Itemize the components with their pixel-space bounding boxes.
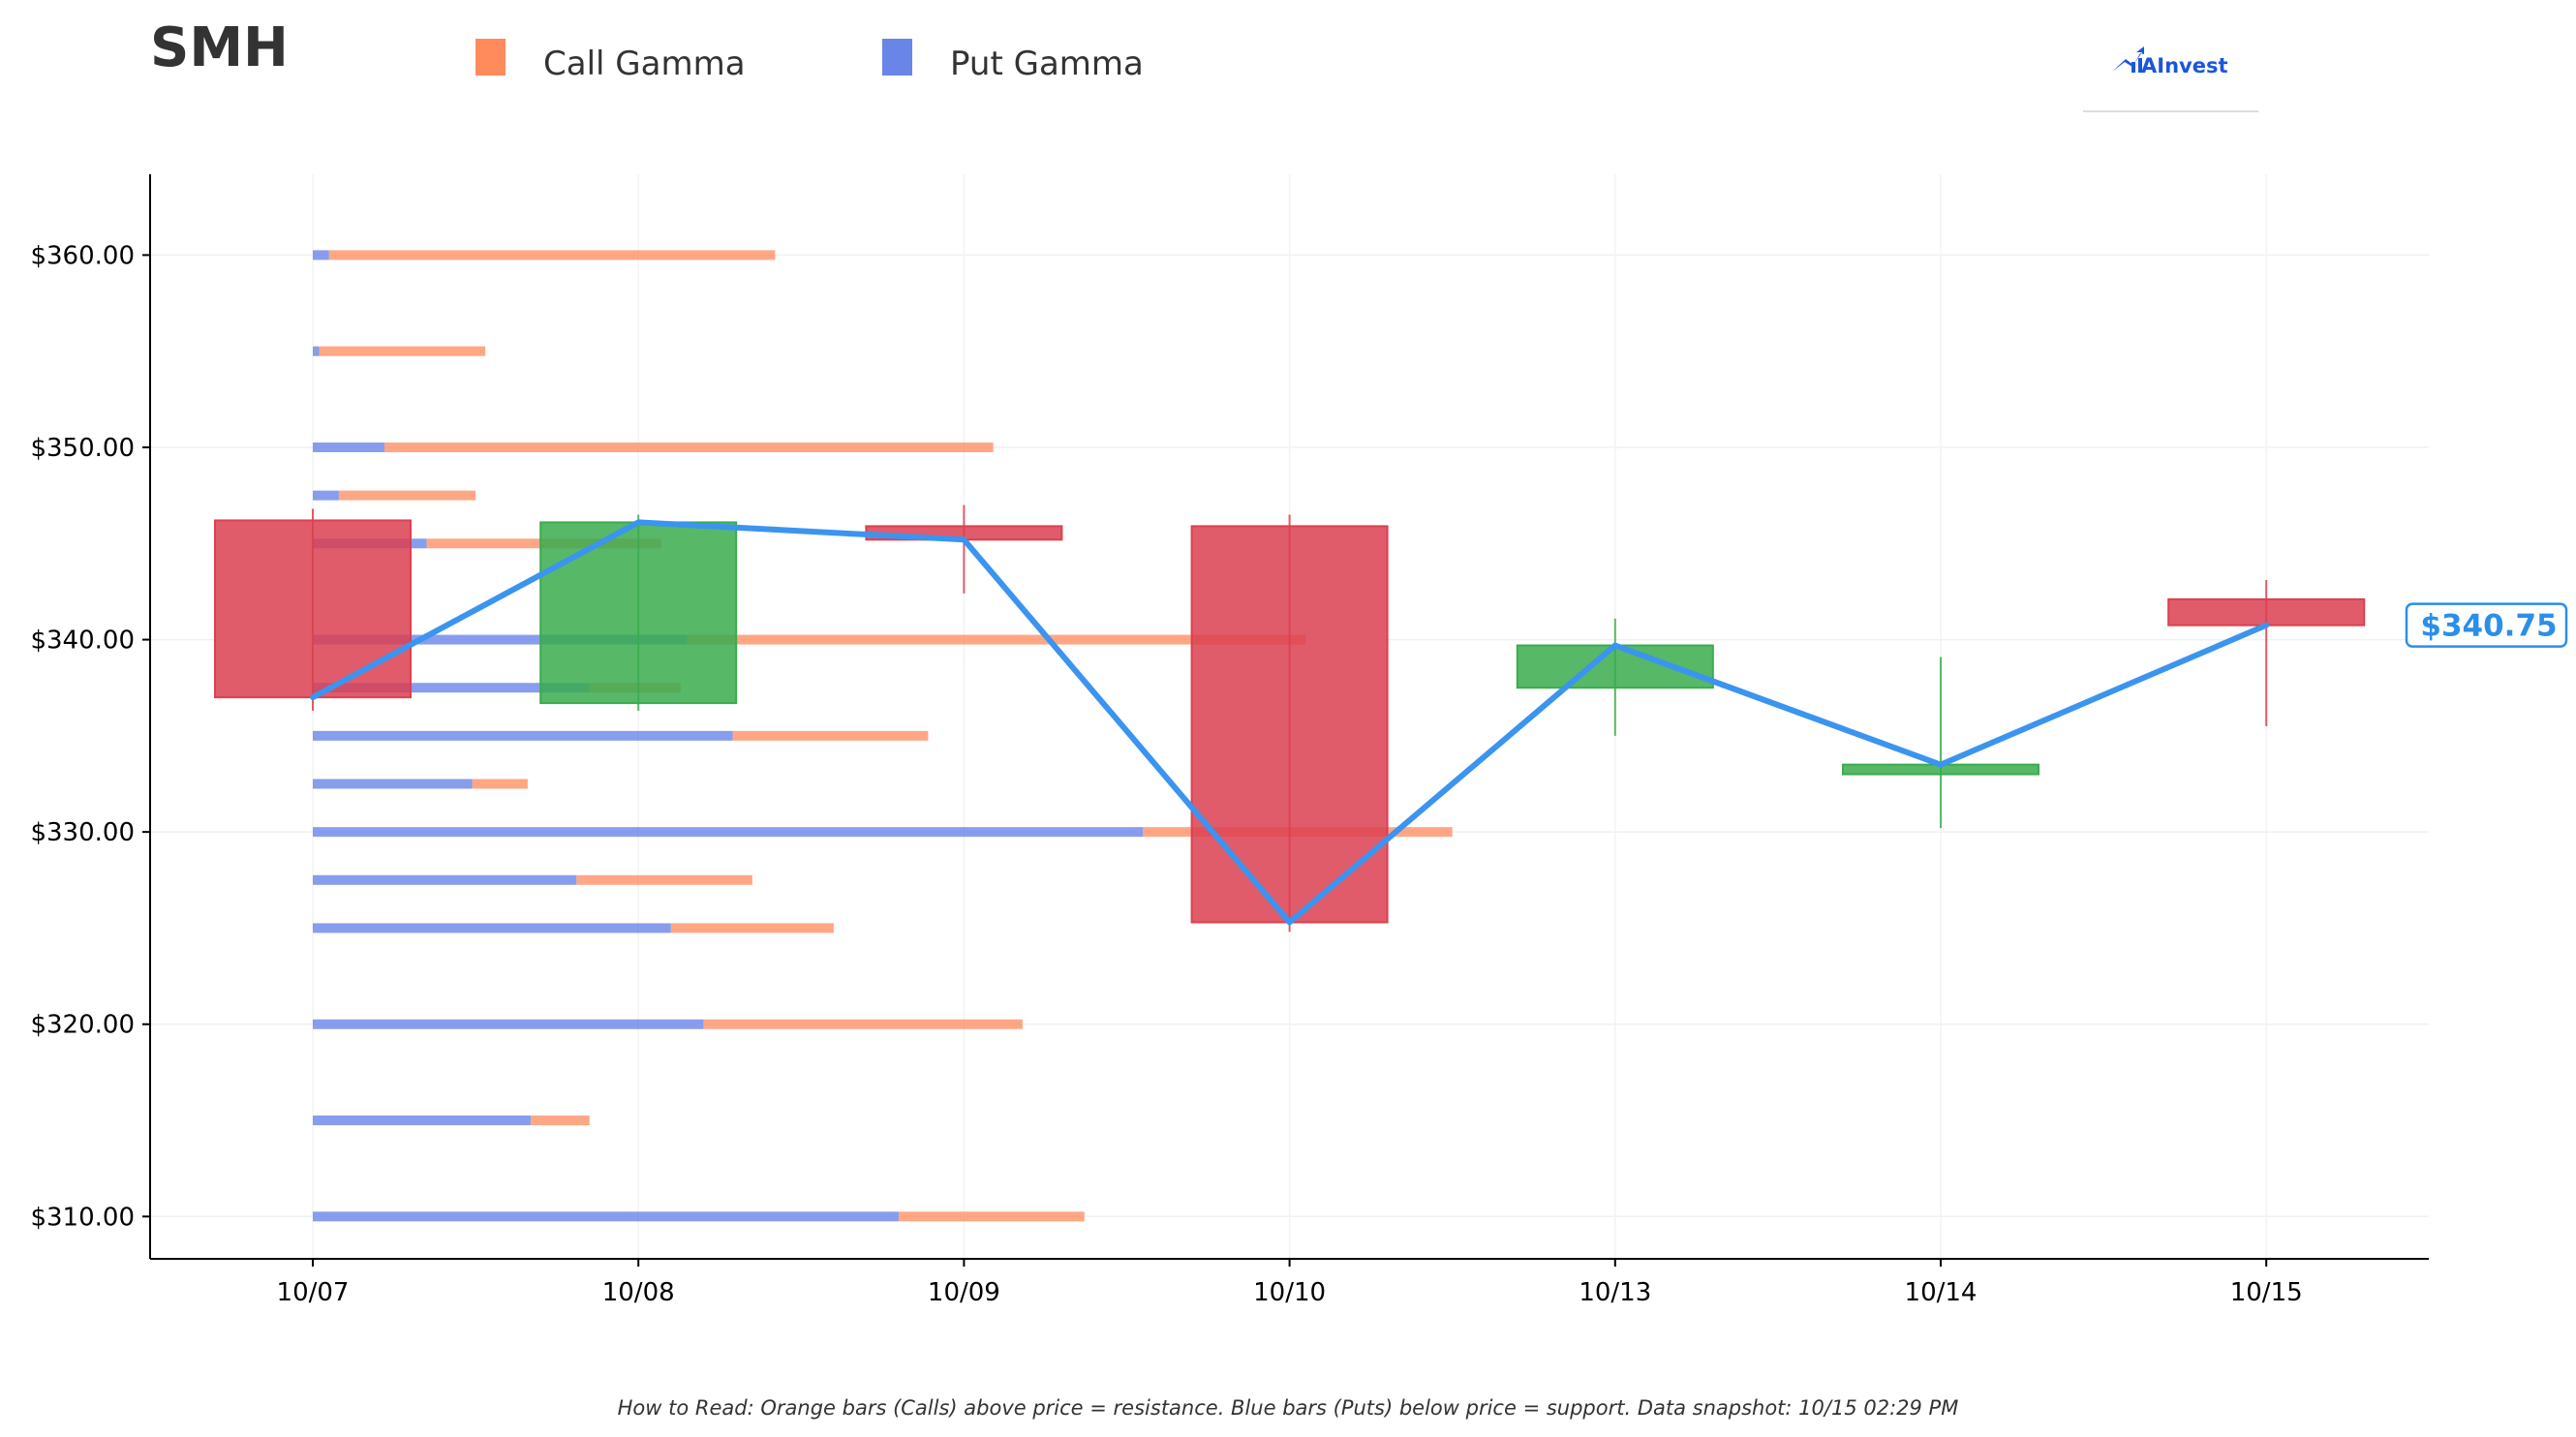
call-gamma-bar-3 — [338, 490, 476, 501]
legend-swatch-put — [882, 39, 912, 76]
x-tick-label-4: 10/13 — [1579, 1278, 1651, 1307]
footnote: How to Read: Orange bars (Calls) above p… — [618, 1396, 1959, 1420]
call-gamma-bar-7 — [732, 730, 929, 741]
call-gamma-bar-8 — [472, 779, 528, 789]
put-gamma-bar-0 — [313, 250, 329, 260]
chart-title: SMH — [150, 16, 289, 79]
y-tick-label-4: $350.00 — [30, 434, 135, 463]
put-gamma-bar-13 — [313, 1116, 532, 1126]
put-gamma-bar-14 — [313, 1211, 900, 1222]
x-tick-label-6: 10/15 — [2230, 1278, 2303, 1307]
candle-body-4 — [1516, 644, 1714, 689]
put-gamma-bar-7 — [313, 730, 733, 741]
put-gamma-bar-3 — [313, 490, 339, 501]
candle-body-6 — [2167, 597, 2366, 627]
close-price-line — [310, 519, 2270, 926]
current-price-badge: $340.75 — [2405, 602, 2568, 648]
call-gamma-bar-1 — [319, 346, 486, 356]
put-gamma-bar-5 — [313, 634, 688, 645]
candle-body-1 — [539, 521, 738, 705]
logo-text: AInvest — [2141, 54, 2228, 77]
put-gamma-bar-12 — [313, 1019, 704, 1029]
x-tick-label-1: 10/08 — [602, 1278, 675, 1307]
call-gamma-bar-10 — [576, 874, 752, 885]
logo-bar-icon — [2131, 62, 2135, 73]
y-tick-label-2: $330.00 — [30, 818, 135, 847]
logo-chart-icon — [2112, 46, 2144, 72]
call-gamma-bar-0 — [328, 250, 776, 260]
call-gamma-bar-14 — [899, 1211, 1085, 1222]
legend: Call Gamma Put Gamma — [475, 39, 1144, 83]
current-price-badge-box — [2405, 602, 2568, 648]
put-gamma-bar-9 — [313, 827, 1144, 838]
legend-swatch-call — [475, 39, 506, 76]
call-gamma-bar-12 — [703, 1019, 1023, 1029]
legend-label-put: Put Gamma — [950, 45, 1144, 83]
x-tick-label-2: 10/09 — [928, 1278, 1000, 1307]
y-tick-label-3: $340.00 — [30, 627, 135, 656]
logo-bar-icon-2 — [2138, 58, 2142, 73]
legend-label-call: Call Gamma — [543, 45, 746, 83]
candles — [214, 504, 2366, 933]
axes: $310.00 $320.00 $330.00 $340.00 $350.00 $360.… — [30, 174, 2429, 1307]
current-price-label: $340.75 — [2420, 609, 2557, 644]
y-tick-label-5: $360.00 — [30, 241, 135, 270]
close-line-layer — [310, 519, 2270, 926]
put-gamma-bar-1 — [313, 346, 320, 356]
call-gamma-bar-13 — [531, 1116, 590, 1126]
put-gamma-bar-6 — [313, 683, 590, 693]
call-gamma-bar-2 — [383, 442, 994, 452]
x-tick-label-5: 10/14 — [1905, 1278, 1978, 1307]
put-gamma-bar-10 — [313, 874, 577, 885]
call-gamma-bar-11 — [670, 923, 834, 933]
put-gamma-bar-2 — [313, 442, 384, 452]
call-gamma-bar-5 — [687, 634, 1306, 645]
candle-body-0 — [214, 519, 412, 699]
y-tick-label-1: $320.00 — [30, 1011, 135, 1040]
put-gamma-bar-11 — [313, 923, 671, 933]
ainvest-logo: AInvest — [2083, 46, 2258, 112]
x-tick-label-3: 10/10 — [1253, 1278, 1326, 1307]
y-tick-label-0: $310.00 — [30, 1203, 135, 1232]
put-gamma-bar-8 — [313, 779, 473, 789]
x-tick-label-0: 10/07 — [277, 1278, 350, 1307]
candle-body-3 — [1190, 525, 1389, 924]
